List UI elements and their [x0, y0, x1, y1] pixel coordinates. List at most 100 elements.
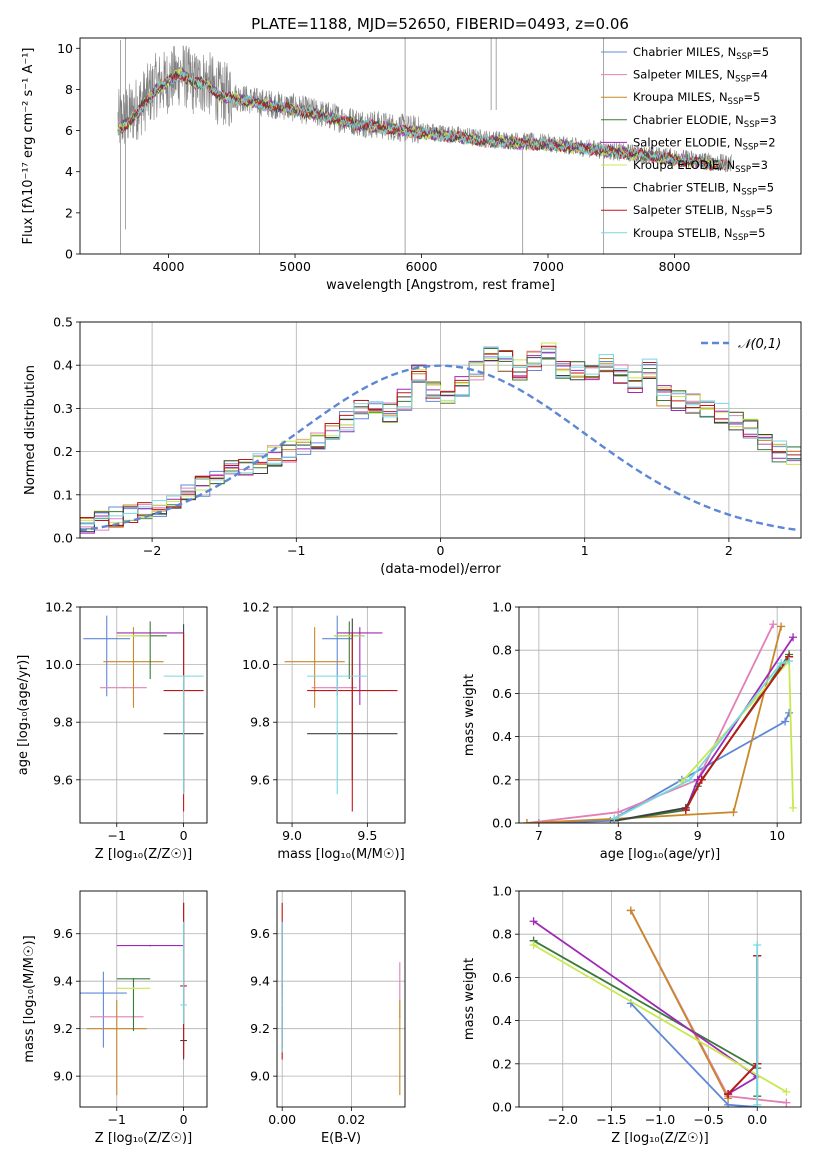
axes-frame [79, 37, 802, 255]
y-tick-label: 1.0 [492, 600, 512, 615]
y-axis-label: Normed distribution [23, 365, 38, 495]
weight-marker [753, 1100, 762, 1107]
weight-marker [729, 808, 738, 817]
legend-subscript: SSP [744, 120, 760, 130]
data-point [359, 632, 361, 634]
histogram-step [80, 345, 801, 538]
x-tick-label: 4000 [153, 259, 185, 274]
x-tick-label: −1 [108, 1112, 126, 1127]
legend-subscript: SSP [733, 233, 749, 243]
axes-frame [518, 606, 802, 824]
histogram-step [80, 350, 801, 538]
legend-entry: Salpeter STELIB, NSSP=5 [633, 203, 773, 220]
y-tick-label: 10.0 [242, 657, 270, 672]
plot-area-mass-vs-ebv [281, 902, 401, 1096]
y-tick-label: 0.5 [53, 315, 73, 330]
weight-marker [789, 803, 798, 812]
y-tick-label: 0.6 [492, 686, 512, 701]
legend-subscript: SSP [740, 210, 756, 220]
legend-subscript: SSP [728, 97, 744, 107]
legend-entry: Kroupa STELIB, NSSP=5 [633, 226, 765, 243]
weight-marker [753, 941, 762, 949]
axes-frame [79, 321, 802, 539]
x-axis-label: Z [log₁₀(Z/Z☉)] [95, 847, 192, 862]
data-point [115, 1027, 118, 1030]
data-point [336, 637, 339, 640]
histogram-step [80, 351, 801, 538]
weight-marker [626, 906, 635, 915]
x-axis-label: wavelength [Angstrom, rest frame] [326, 278, 555, 293]
y-tick-label: 0.0 [492, 816, 512, 831]
data-point [399, 1027, 401, 1030]
legend-subscript: SSP [735, 165, 751, 175]
histogram-step [80, 348, 801, 538]
y-tick-label: 9.6 [53, 926, 73, 941]
plot-area-weight-vs-Z [529, 906, 791, 1107]
y-tick-label: 9.2 [53, 1021, 73, 1036]
x-tick-label: 8000 [659, 259, 691, 274]
x-axis-label: Z [log₁₀(Z/Z☉)] [95, 1131, 192, 1146]
weight-series-line [630, 909, 729, 1099]
legend-count: =5 [757, 181, 774, 195]
legend-entry: Kroupa MILES, NSSP=5 [633, 90, 760, 107]
legend-subscript: SSP [743, 142, 759, 152]
y-axis-label: Flux [fλ10⁻¹⁷ erg cm⁻² s⁻¹ A⁻¹] [21, 48, 36, 245]
x-tick-label: 6000 [406, 259, 438, 274]
x-tick-label: 1 [581, 543, 589, 558]
axes-frame [79, 606, 208, 824]
y-tick-label: 9.6 [250, 772, 270, 787]
y-axis-label: mass weight [462, 674, 477, 756]
weight-marker [789, 633, 798, 642]
weight-marker [785, 708, 794, 717]
legend-subscript: SSP [741, 188, 757, 198]
y-tick-label: 0.2 [492, 772, 512, 787]
plot-area-age-vs-Z [83, 615, 204, 812]
x-tick-label: 0 [180, 1112, 188, 1127]
model-spectrum-line [117, 71, 726, 171]
histogram-step [80, 346, 801, 538]
legend-entry: Chabrier ELODIE, NSSP=3 [633, 113, 777, 130]
legend-entry: 𝒩(0,1) [738, 337, 781, 352]
x-tick-label: 9 [694, 828, 702, 843]
y-tick-label: 9.6 [250, 926, 270, 941]
y-tick-label: 8 [65, 82, 73, 97]
weight-series-line [526, 626, 782, 823]
data-point [348, 635, 351, 637]
legend-subscript: SSP [736, 52, 752, 62]
plot-area-age-vs-mass [284, 615, 398, 812]
x-tick-label: −2.0 [548, 1112, 578, 1127]
weight-marker [781, 717, 790, 726]
x-tick-label: −0.5 [693, 1112, 723, 1127]
histogram-step [80, 348, 801, 538]
axes-frame [276, 606, 406, 824]
x-tick-label: −1 [108, 828, 126, 843]
y-axis-label: mass weight [462, 958, 477, 1040]
y-tick-label: 9.0 [53, 1069, 73, 1084]
weight-series-line [533, 944, 787, 1093]
x-tick-label: 8 [614, 828, 622, 843]
x-tick-label: 5000 [279, 259, 311, 274]
data-point [182, 675, 185, 677]
weight-marker [777, 622, 786, 631]
x-tick-label: −1.0 [645, 1112, 675, 1127]
weight-series-line [630, 1002, 758, 1107]
data-point [182, 1004, 185, 1006]
weight-marker [697, 775, 706, 784]
x-tick-label: 9.0 [282, 828, 302, 843]
legend-count: =3 [760, 113, 777, 127]
data-point [149, 944, 151, 947]
data-point [336, 675, 339, 677]
weight-marker [681, 806, 690, 815]
legend-count: =3 [751, 158, 768, 172]
y-tick-label: 9.8 [250, 715, 270, 730]
histogram-step [80, 342, 801, 538]
x-tick-label: 9.5 [357, 828, 377, 843]
y-tick-label: 10.2 [45, 600, 73, 615]
y-tick-label: 0.8 [492, 643, 512, 658]
weight-marker [610, 814, 619, 823]
x-tick-label: −1 [287, 543, 305, 558]
data-point [132, 978, 135, 980]
x-tick-label: 0.02 [337, 1112, 365, 1127]
y-tick-label: 0.2 [492, 1056, 512, 1071]
